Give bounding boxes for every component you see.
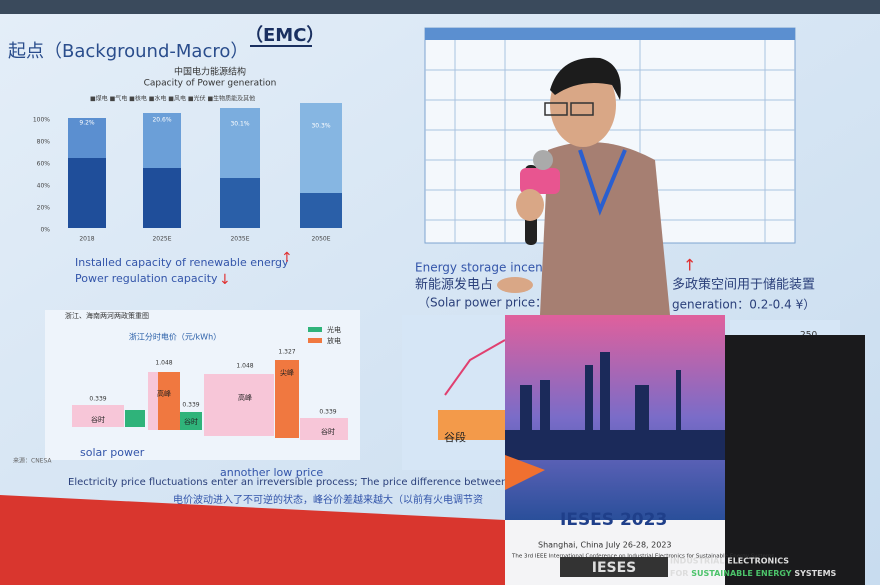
table-header xyxy=(425,28,795,40)
event-conference: The 3rd IEEE International Conference on… xyxy=(511,554,774,560)
chart-subtitle: Capacity of Power generation xyxy=(144,79,277,89)
x-axis: 2018 9.2% 2025E 20.6% 2035E 30.1% 2050E 30.3% xyxy=(79,117,330,243)
y-tick-label: 20% xyxy=(37,205,51,212)
price-label: 0.339 xyxy=(182,402,199,409)
banner-accent xyxy=(505,455,545,490)
chart-legend: ■煤电 ■气电 ■核电 ■水电 ■风电 ■光伏 ■生物质能及其他 xyxy=(90,95,255,103)
arrow: ↑ xyxy=(281,250,293,266)
logo-box xyxy=(560,557,668,577)
period-label: 高峰 xyxy=(238,393,252,402)
period-label: 高峰 xyxy=(157,389,171,398)
skyline xyxy=(505,352,725,460)
y-tick-label: 100% xyxy=(33,117,50,124)
x-tick-label: 2018 xyxy=(79,236,94,243)
slide-title: 起点（Background-Macro） xyxy=(8,41,248,62)
podium xyxy=(720,335,865,585)
price-label: 1.048 xyxy=(155,360,172,367)
legend-label: 放电 xyxy=(327,336,341,345)
tagline-part: FOR xyxy=(670,569,691,578)
event-place: Shanghai, China July 26-28, 2023 xyxy=(538,541,672,550)
tagline-part: SYSTEMS xyxy=(792,569,837,578)
slide-title-tag: （EMC） xyxy=(245,25,324,46)
arrow: ↓ xyxy=(219,272,231,288)
period-label: 谷时 xyxy=(91,415,105,424)
price-label: 1.048 xyxy=(236,363,253,370)
y-tick-label: 60% xyxy=(37,161,51,168)
bar-label: 30.1% xyxy=(230,121,249,128)
right-text: 多政策空间用于储能装置 xyxy=(672,277,815,293)
bar-label: 9.2% xyxy=(79,120,95,127)
bar-label: 20.6% xyxy=(152,117,171,124)
right-text: Energy storage incentive xyxy=(415,261,565,275)
speaker xyxy=(497,57,670,315)
price-labels: 0.339 谷时 1.048 高峰 0.339 谷时 1.048 高峰 1.327 尖峰 0.339… xyxy=(89,349,336,437)
y-tick-label: 40% xyxy=(37,183,51,190)
price-title: 浙江分时电价（元/kWh） xyxy=(129,332,221,342)
chart-title: 中国电力能源结构 xyxy=(174,66,246,78)
right-text: generation：0.2-0.4 ¥） xyxy=(672,298,815,312)
price-bars xyxy=(72,360,348,440)
price-label: 1.327 xyxy=(278,349,295,356)
period-label: 尖峰 xyxy=(280,368,294,377)
source: 来源：CNESA xyxy=(13,457,52,465)
note: Power regulation capacity xyxy=(75,272,218,285)
x-tick-label: 2035E xyxy=(230,236,249,243)
y-axis: 100% 80% 60% 40% 20% 0% xyxy=(33,117,50,234)
period-label: 谷时 xyxy=(321,427,335,436)
bar-label: 30.3% xyxy=(311,123,330,130)
mini-label: 谷段 xyxy=(444,430,466,444)
stage-floor xyxy=(0,495,505,585)
price-heading: 浙江、海南两河两政策重图 xyxy=(65,311,149,320)
arrow: ↑ xyxy=(683,256,696,275)
legend-label: 光电 xyxy=(327,325,341,334)
legend-swatch xyxy=(308,327,322,332)
tagline: INDUSTRIAL ELECTRONICS xyxy=(670,557,789,566)
footer: 电价波动进入了不可逆的状态，峰谷价差越来越大（以前有火电调节资 xyxy=(173,493,483,506)
legend-swatch xyxy=(308,338,322,343)
tagline-part: SUSTAINABLE ENERGY xyxy=(691,569,792,578)
right-text: （Solar power price：（ xyxy=(418,296,553,310)
table-grid xyxy=(425,40,795,243)
right-text: 新能源发电占 xyxy=(415,277,493,293)
banner-skyline xyxy=(505,315,725,520)
ceiling xyxy=(0,0,880,14)
callout: annother low price xyxy=(220,466,323,479)
y-tick-label: 80% xyxy=(37,139,51,146)
callout: solar power xyxy=(80,446,145,459)
event-title: IESES 2023 xyxy=(560,510,667,530)
price-label: 0.339 xyxy=(89,396,106,403)
mini-line xyxy=(444,339,506,396)
stacked-bars xyxy=(68,103,342,228)
mini-chart xyxy=(402,315,507,470)
mini-bar xyxy=(438,410,506,440)
tagline: FOR SUSTAINABLE ENERGY SYSTEMS xyxy=(670,569,837,578)
period-label: 谷时 xyxy=(184,417,198,426)
x-tick-label: 2025E xyxy=(152,236,171,243)
y-tick-label: 0% xyxy=(40,227,50,234)
logo: IESES xyxy=(592,560,637,576)
note: Installed capacity of renewable energy xyxy=(75,256,289,269)
footer: Electricity price fluctuations enter an … xyxy=(68,477,517,488)
price-label: 0.339 xyxy=(319,409,336,416)
x-tick-label: 2050E xyxy=(311,236,330,243)
